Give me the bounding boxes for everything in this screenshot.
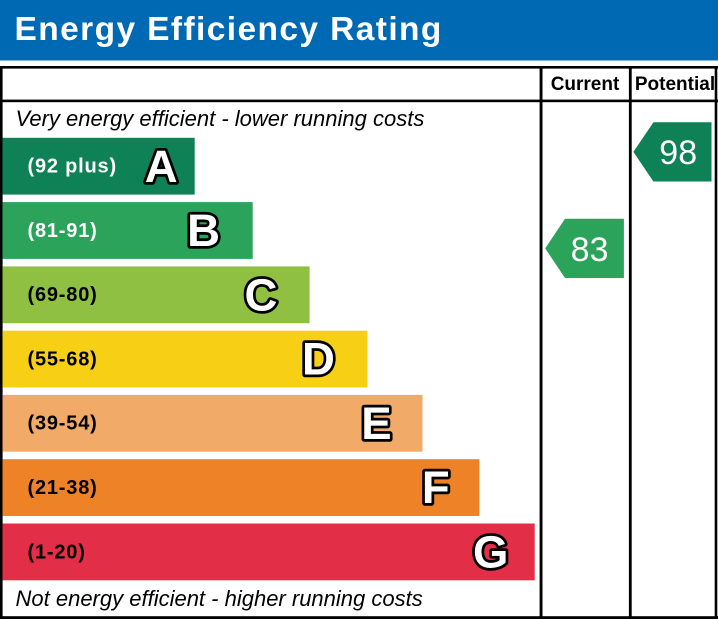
svg-text:Energy Efficiency Rating: Energy Efficiency Rating <box>15 11 443 48</box>
svg-text:(21-38): (21-38) <box>28 477 98 499</box>
svg-text:F: F <box>422 462 450 513</box>
svg-text:(69-80): (69-80) <box>28 284 98 306</box>
svg-text:(92 plus): (92 plus) <box>28 156 117 178</box>
svg-text:C: C <box>244 269 277 320</box>
svg-text:A: A <box>145 141 178 192</box>
svg-text:(55-68): (55-68) <box>28 349 98 371</box>
svg-text:(1-20): (1-20) <box>28 541 86 563</box>
svg-text:B: B <box>187 205 220 256</box>
svg-text:Current: Current <box>551 74 620 95</box>
svg-text:Very energy efficient - lower: Very energy efficient - lower running co… <box>16 106 425 131</box>
svg-text:Potential: Potential <box>635 74 715 95</box>
svg-text:D: D <box>302 334 335 385</box>
svg-text:83: 83 <box>571 231 609 269</box>
svg-text:Not energy efficient - higher: Not energy efficient - higher running co… <box>16 586 423 611</box>
svg-text:E: E <box>361 398 391 449</box>
svg-text:98: 98 <box>659 134 697 172</box>
svg-text:(39-54): (39-54) <box>28 413 98 435</box>
svg-text:(81-91): (81-91) <box>28 220 98 242</box>
svg-text:G: G <box>473 527 508 578</box>
